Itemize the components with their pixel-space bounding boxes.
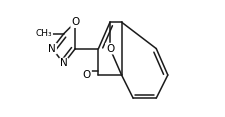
Text: O: O <box>71 17 79 27</box>
Text: CH₃: CH₃ <box>36 29 52 38</box>
Text: N: N <box>48 44 56 54</box>
Text: O: O <box>106 44 114 54</box>
Text: O: O <box>83 70 91 80</box>
Text: N: N <box>60 58 68 68</box>
